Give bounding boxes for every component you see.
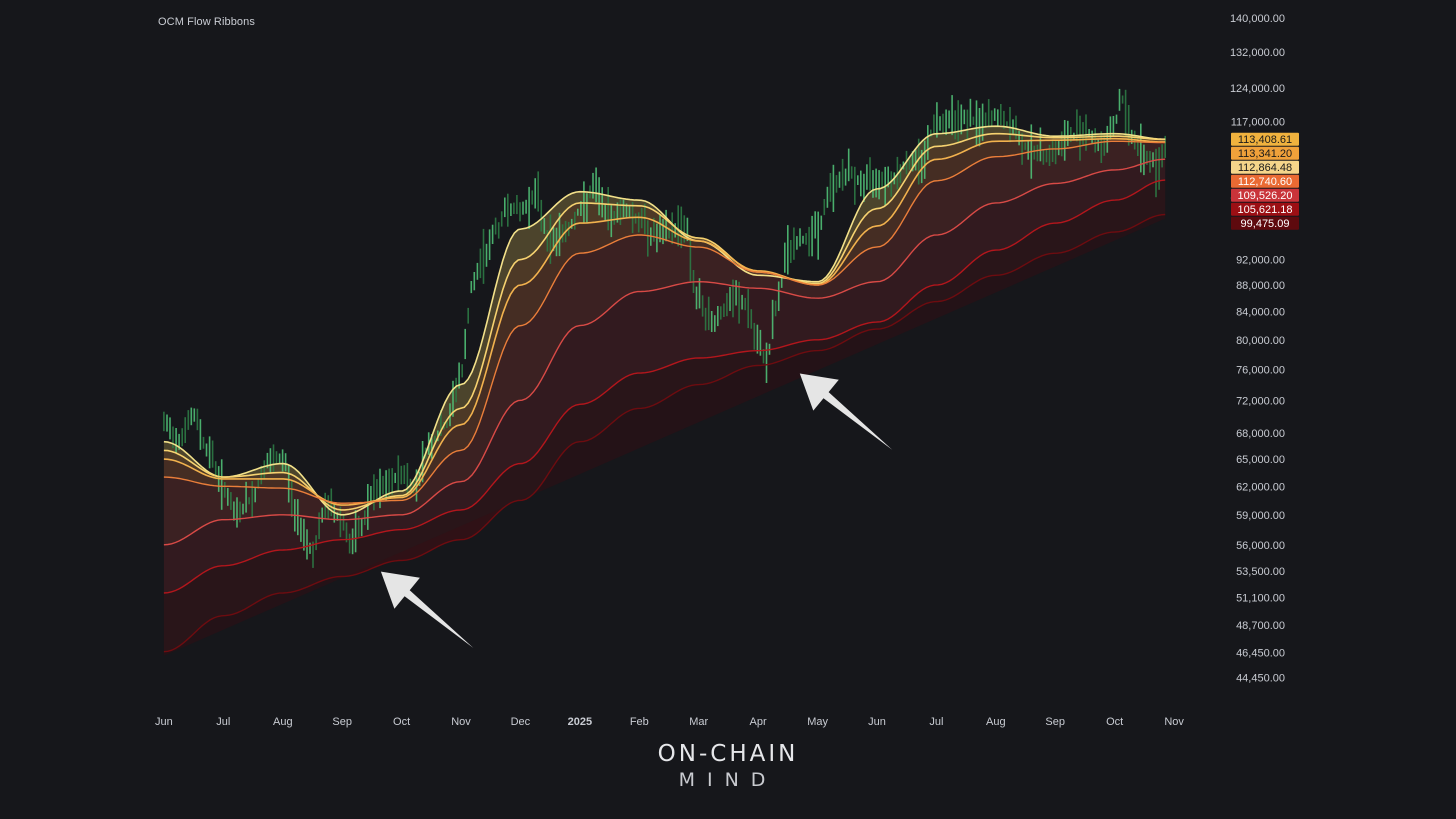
y-tick-label: 65,000.00 <box>1236 454 1285 466</box>
y-tick-label: 117,000.00 <box>1231 116 1285 128</box>
ribbon-line-band_6 <box>163 179 1166 594</box>
arrow-1-icon <box>380 571 474 648</box>
price-tag-label: 109,526.20 <box>1237 190 1292 202</box>
brand-logo-line1: ON-CHAIN <box>657 741 799 767</box>
ribbon-fills <box>163 126 1166 656</box>
x-tick-label: Sep <box>332 716 352 728</box>
x-tick-label: Nov <box>1164 716 1184 728</box>
ribbon-lines <box>163 125 1166 653</box>
price-tag-label: 113,341.20 <box>1238 148 1292 160</box>
price-tag-band_4 <box>1231 174 1299 188</box>
y-tick-label: 62,000.00 <box>1236 481 1285 493</box>
price-tag-band_6 <box>1231 202 1299 216</box>
x-tick-label: 2025 <box>568 716 592 728</box>
ribbon-line-band_3 <box>163 137 1166 506</box>
y-tick-label: 59,000.00 <box>1236 510 1285 522</box>
x-tick-label: Sep <box>1045 716 1065 728</box>
price-tag-band_1 <box>1231 132 1299 146</box>
price-candles <box>163 88 1166 568</box>
brand-logo-line2: MIND <box>678 769 778 791</box>
annotation-arrows <box>380 373 893 648</box>
x-tick-label: Jun <box>868 716 886 728</box>
x-tick-label: May <box>807 716 828 728</box>
y-tick-label: 68,000.00 <box>1236 428 1285 440</box>
price-tag-band_2 <box>1231 146 1299 160</box>
y-axis: 140,000.00 132,000.00 124,000.00 117,000.00… <box>1230 13 1285 685</box>
y-tick-label: 51,100.00 <box>1236 592 1285 604</box>
x-tick-label: Feb <box>630 716 649 728</box>
price-tag-label: 105,621.18 <box>1237 204 1292 216</box>
ribbon-line-band_7 <box>163 213 1166 653</box>
price-tag-band_3 <box>1231 160 1299 174</box>
x-tick-label: Mar <box>689 716 708 728</box>
y-tick-label: 124,000.00 <box>1230 83 1285 95</box>
x-tick-label: Nov <box>451 716 471 728</box>
price-tag-label: 112,740.60 <box>1238 176 1292 188</box>
y-tick-label: 132,000.00 <box>1230 47 1285 59</box>
ribbon-line-band_1 <box>163 125 1166 516</box>
x-tick-label: Aug <box>273 716 293 728</box>
x-tick-label: Jul <box>929 716 943 728</box>
y-tick-label: 92,000.00 <box>1236 254 1285 266</box>
x-tick-label: Apr <box>750 716 767 728</box>
y-tick-label: 80,000.00 <box>1236 335 1285 347</box>
x-tick-label: Dec <box>511 716 531 728</box>
y-tick-label: 84,000.00 <box>1236 307 1285 319</box>
x-tick-label: Aug <box>986 716 1006 728</box>
y-tick-label: 44,450.00 <box>1236 673 1285 685</box>
x-tick-label: Jul <box>216 716 230 728</box>
price-tag-label: 113,408.61 <box>1238 134 1292 146</box>
y-tick-label: 46,450.00 <box>1236 647 1285 659</box>
price-tags: 113,408.61 113,341.20 112,864.48 112,740.60… <box>1231 132 1299 230</box>
arrow-2-icon <box>799 373 893 450</box>
ribbon-fill-4 <box>163 141 1166 545</box>
y-tick-label: 56,000.00 <box>1236 540 1285 552</box>
x-tick-label: Jun <box>155 716 173 728</box>
price-tag-label: 99,475.09 <box>1241 218 1290 230</box>
price-tag-band_5 <box>1231 188 1299 202</box>
x-tick-label: Oct <box>1106 716 1123 728</box>
price-tag-label: 112,864.48 <box>1238 162 1292 174</box>
y-tick-label: 76,000.00 <box>1236 364 1285 376</box>
x-axis: Jun Jul Aug Sep Oct Nov Dec 2025 Feb Mar Apr May Jun… <box>155 716 1184 728</box>
price-tag-band_7 <box>1231 216 1299 230</box>
ribbon-fill-6 <box>163 180 1166 652</box>
y-tick-label: 53,500.00 <box>1236 566 1285 578</box>
ribbon-line-band_5 <box>163 158 1166 546</box>
ribbon-fill-base <box>163 214 1166 656</box>
ribbon-line-band_2 <box>163 132 1166 511</box>
y-tick-label: 48,700.00 <box>1236 620 1285 632</box>
ribbon-fill-5 <box>163 159 1166 593</box>
y-tick-label: 140,000.00 <box>1230 13 1285 25</box>
y-tick-label: 72,000.00 <box>1236 395 1285 407</box>
ribbon-line-band_4 <box>163 140 1166 504</box>
x-tick-label: Oct <box>393 716 410 728</box>
y-tick-label: 88,000.00 <box>1236 280 1285 292</box>
chart-title: OCM Flow Ribbons <box>158 16 255 28</box>
